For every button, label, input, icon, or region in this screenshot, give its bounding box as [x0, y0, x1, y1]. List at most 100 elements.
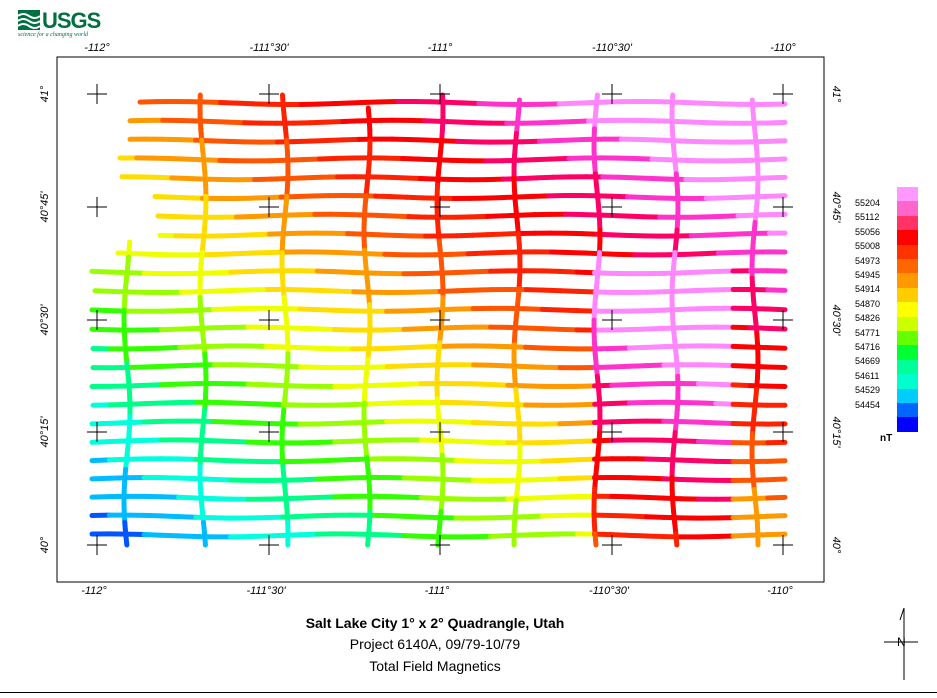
flight-line-segment	[470, 268, 493, 275]
flight-line-segment	[390, 213, 412, 220]
flight-line-segment	[626, 363, 650, 369]
flight-line-segment	[735, 230, 757, 237]
lat-label-right: 40°	[830, 537, 842, 554]
flight-line-segment	[695, 438, 719, 445]
flight-line-segment	[488, 362, 511, 369]
flight-line-segment	[626, 494, 649, 500]
flight-line-segment	[317, 155, 339, 162]
north-arrow-icon: N	[884, 607, 918, 680]
legend-value: 54611	[855, 370, 880, 381]
flight-line-segment	[565, 249, 588, 256]
flight-line-segment	[678, 438, 701, 444]
flight-line-segment	[373, 193, 394, 200]
flight-line-segment	[418, 307, 441, 313]
flight-line-segment	[626, 513, 649, 520]
flight-line-segment	[765, 458, 788, 464]
lon-label-bottom: -110°30'	[589, 585, 630, 597]
flight-line-segment	[209, 138, 231, 144]
flight-line-segment	[225, 119, 248, 126]
flight-line-segment	[643, 307, 667, 314]
flight-line-segment	[401, 307, 424, 314]
left-latitude-labels: 41° 40°45' 40°30' 40°15' 40°	[39, 85, 51, 553]
flight-line-segment	[159, 363, 182, 369]
flight-line-segment	[210, 269, 234, 276]
flight-line-segment	[245, 381, 268, 388]
flight-line-segment	[314, 494, 338, 500]
flight-line-segment	[465, 250, 488, 257]
flight-line-segment	[418, 514, 441, 521]
flight-line-segment	[401, 175, 423, 181]
flight-line-segment	[609, 382, 632, 388]
lon-label-bottom: -111°30'	[246, 585, 286, 597]
flight-line-segment	[599, 251, 621, 257]
flight-line-segment	[514, 193, 536, 200]
flight-line-segment	[228, 419, 251, 426]
flight-line-segment	[332, 269, 355, 275]
flight-line-segment	[384, 513, 407, 519]
flight-line-segment	[132, 251, 154, 257]
flight-line-segment	[522, 495, 545, 501]
flight-line-segment	[688, 232, 710, 239]
flight-line-segment	[418, 475, 441, 482]
project-line: Project 6140A, 09/79-10/79	[349, 636, 521, 652]
flight-line-segment	[730, 514, 753, 521]
legend-value: 54454	[855, 399, 881, 410]
flight-line-segment	[367, 400, 390, 407]
flight-line-segment	[210, 418, 234, 425]
legend-swatch	[897, 388, 918, 404]
flight-line-segment	[678, 419, 701, 425]
flight-line-segment	[609, 418, 632, 425]
flight-line-segment	[695, 268, 719, 275]
flight-line-segment	[176, 325, 199, 332]
lon-label-bottom: -112°	[81, 585, 107, 597]
flight-line-segment	[262, 532, 286, 539]
flight-line-segment	[704, 213, 725, 220]
flight-line-segment	[420, 288, 443, 295]
flight-line-segment	[572, 100, 594, 106]
flight-line-segment	[176, 514, 199, 520]
flight-line-segment	[142, 400, 165, 407]
flight-line-segment	[765, 476, 788, 483]
lon-label-top: -110°	[770, 42, 796, 54]
flight-line-segment	[522, 306, 545, 312]
flight-line-segment	[626, 326, 649, 333]
flight-line-segment	[280, 532, 303, 538]
flight-line-segment	[297, 325, 320, 332]
flight-line-segment	[766, 138, 788, 144]
flight-line-segment	[574, 420, 597, 426]
legend-swatch	[897, 215, 918, 231]
flight-line-segment	[626, 532, 649, 539]
flight-line-segment	[730, 532, 753, 539]
legend-swatch	[897, 201, 918, 217]
flight-line-segment	[695, 381, 719, 387]
flight-line-segment	[735, 194, 756, 200]
lat-label-left: 40°15'	[39, 416, 51, 448]
lat-label-right: 40°45'	[830, 192, 842, 224]
flight-line-segment	[609, 512, 632, 519]
flight-line-segment	[470, 381, 493, 388]
flight-line-segment	[365, 251, 388, 257]
flight-line-segment	[400, 156, 422, 162]
flight-line-segment	[376, 232, 397, 238]
flight-line-segment	[719, 213, 741, 219]
flight-line-segment	[522, 513, 545, 520]
legend-value: 55056	[855, 226, 881, 237]
flight-line-segment	[193, 495, 216, 502]
flight-line-segment	[291, 138, 313, 145]
flight-line-segment	[251, 231, 272, 238]
flight-line-segment	[455, 119, 477, 126]
flight-line-segment	[92, 288, 115, 294]
legend-swatch	[897, 331, 918, 346]
flight-line-segment	[505, 363, 528, 370]
flight-line-segment	[470, 232, 491, 238]
flight-line-segment	[651, 118, 673, 124]
usgs-wave-icon	[18, 10, 40, 30]
flight-line-segment	[152, 194, 174, 200]
flight-line-segment	[158, 381, 182, 388]
flight-line-segment	[539, 306, 563, 313]
flight-line-segment	[500, 176, 523, 182]
flight-line-segment	[245, 439, 268, 446]
legend-value: 54973	[855, 255, 881, 266]
flight-line-segment	[765, 156, 788, 163]
flight-line-segment	[765, 345, 788, 351]
